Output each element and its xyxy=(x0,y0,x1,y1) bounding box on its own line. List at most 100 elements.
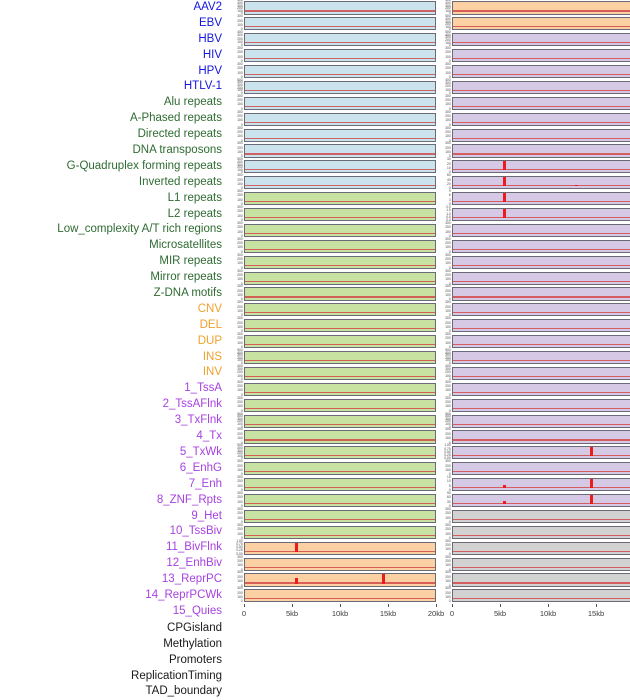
track-panel-b-alu-repeats[interactable] xyxy=(452,96,630,110)
track-panel-b-14-reprpcwk[interactable] xyxy=(452,589,630,603)
track-panel-b-a-phased-repeats[interactable] xyxy=(452,112,630,126)
signal-peak-1 xyxy=(590,495,594,505)
track-panel-a-9-het[interactable] xyxy=(244,509,436,523)
signal-baseline xyxy=(245,328,435,330)
track-panel-a-4-tx[interactable] xyxy=(244,430,436,444)
signal-baseline xyxy=(453,455,630,457)
y-axis-ticks-a-33: 300 200 100 0 xyxy=(237,507,243,525)
track-panel-b-dna-transposons[interactable] xyxy=(452,144,630,158)
track-panel-b-aav2[interactable] xyxy=(452,1,630,15)
signal-baseline xyxy=(453,169,630,171)
track-panel-b-3-txflnk[interactable] xyxy=(452,414,630,428)
track-panel-a-ins[interactable] xyxy=(244,350,436,365)
track-panel-b-mirror-repeats[interactable] xyxy=(452,271,630,285)
track-panel-b-mir-repeats[interactable] xyxy=(452,255,630,269)
track-panel-a-hbv[interactable] xyxy=(244,33,436,47)
track-panel-a-cnv[interactable] xyxy=(244,303,436,317)
track-panel-b-10-tssbiv[interactable] xyxy=(452,525,630,539)
track-panel-a-13-reprpc[interactable] xyxy=(244,573,436,587)
track-panel-a-inverted-repeats[interactable] xyxy=(244,176,436,190)
track-panel-a-hiv[interactable] xyxy=(244,49,436,63)
track-panel-b-5-txwk[interactable] xyxy=(452,446,630,460)
track-panel-a-10-tssbiv[interactable] xyxy=(244,525,436,539)
track-panel-a-g-quadruplex-forming-repeats[interactable] xyxy=(244,160,436,174)
track-panel-a-a-phased-repeats[interactable] xyxy=(244,112,436,126)
track-panel-a-11-bivflnk[interactable] xyxy=(244,541,436,555)
track-panel-a-ebv[interactable] xyxy=(244,17,436,31)
track-panel-b-1-tssa[interactable] xyxy=(452,382,630,396)
track-label-dna-transposons: DNA transposons xyxy=(132,144,223,157)
track-panel-b-11-bivflnk[interactable] xyxy=(452,541,630,555)
y-axis-ticks-a-29: 500 400 300 200 100 0 xyxy=(237,443,243,461)
track-panel-a-z-dna-motifs[interactable] xyxy=(244,287,436,301)
track-label-microsatellites: Microsatellites xyxy=(149,239,222,252)
signal-baseline xyxy=(245,10,435,12)
track-panel-b-7-enh[interactable] xyxy=(452,478,630,492)
track-panel-b-l1-repeats[interactable] xyxy=(452,192,630,206)
track-panel-b-inv[interactable] xyxy=(452,366,630,380)
track-panel-a-7-enh[interactable] xyxy=(244,478,436,492)
track-panel-a-8-znf-rpts[interactable] xyxy=(244,494,436,508)
track-panel-a-mir-repeats[interactable] xyxy=(244,255,436,269)
track-panel-b-z-dna-motifs[interactable] xyxy=(452,287,630,301)
track-panel-b-inverted-repeats[interactable] xyxy=(452,176,630,190)
track-panel-a-6-enhg[interactable] xyxy=(244,462,436,476)
track-panel-b-13-reprpc[interactable] xyxy=(452,573,630,587)
track-panel-b-ins[interactable] xyxy=(452,350,630,365)
track-panel-a-low-complexity-a-t-rich-regions[interactable] xyxy=(244,223,436,237)
track-panel-a-5-txwk[interactable] xyxy=(244,446,436,460)
track-panel-b-4-tx[interactable] xyxy=(452,430,630,444)
track-panel-b-9-het[interactable] xyxy=(452,509,630,523)
signal-baseline xyxy=(453,360,630,362)
track-panel-a-directed-repeats[interactable] xyxy=(244,128,436,142)
track-panel-a-14-reprpcwk[interactable] xyxy=(244,589,436,603)
track-panel-a-del[interactable] xyxy=(244,319,436,333)
signal-baseline xyxy=(453,582,630,584)
y-axis-ticks-a-28: 300 200 100 0 xyxy=(237,427,243,445)
track-panel-a-l1-repeats[interactable] xyxy=(244,192,436,206)
track-panel-a-aav2[interactable] xyxy=(244,1,436,15)
signal-baseline xyxy=(453,216,630,219)
y-axis-ticks-b-3: 500 400 300 200 100 0 xyxy=(445,30,451,48)
track-panel-a-alu-repeats[interactable] xyxy=(244,96,436,110)
track-panel-a-hpv[interactable] xyxy=(244,64,436,79)
y-axis-ticks-b-27: 500 400 300 200 100 0 xyxy=(445,411,451,429)
track-panel-b-hpv[interactable] xyxy=(452,64,630,79)
track-panel-a-microsatellites[interactable] xyxy=(244,239,436,253)
track-panel-b-directed-repeats[interactable] xyxy=(452,128,630,142)
y-axis-ticks-b-7: 300 200 100 0 xyxy=(445,93,451,111)
track-panel-b-ebv[interactable] xyxy=(452,17,630,31)
track-panel-b-htlv-1[interactable] xyxy=(452,80,630,94)
signal-baseline xyxy=(453,105,630,107)
track-label-l1-repeats: L1 repeats xyxy=(167,191,222,204)
y-axis-ticks-a-13: 300 200 100 0 xyxy=(237,189,243,207)
track-panel-b-2-tssaflnk[interactable] xyxy=(452,398,630,412)
track-panel-a-mirror-repeats[interactable] xyxy=(244,271,436,285)
track-panel-a-12-enhbiv[interactable] xyxy=(244,557,436,571)
signal-baseline xyxy=(245,439,435,441)
track-panel-b-8-znf-rpts[interactable] xyxy=(452,494,630,508)
track-panel-a-3-txflnk[interactable] xyxy=(244,414,436,428)
signal-baseline xyxy=(453,598,630,600)
track-panel-b-del[interactable] xyxy=(452,319,630,333)
track-panel-b-l2-repeats[interactable] xyxy=(452,207,630,222)
track-panel-a-2-tssaflnk[interactable] xyxy=(244,398,436,412)
track-panel-b-dup[interactable] xyxy=(452,335,630,349)
track-panel-a-dup[interactable] xyxy=(244,335,436,349)
track-panel-b-6-enhg[interactable] xyxy=(452,462,630,476)
track-panel-a-1-tssa[interactable] xyxy=(244,382,436,396)
track-panel-a-htlv-1[interactable] xyxy=(244,80,436,94)
track-label-4-tx: 4_Tx xyxy=(196,430,222,443)
track-panel-b-hiv[interactable] xyxy=(452,49,630,63)
track-panel-b-cnv[interactable] xyxy=(452,303,630,317)
track-panel-b-hbv[interactable] xyxy=(452,33,630,47)
track-panel-b-12-enhbiv[interactable] xyxy=(452,557,630,571)
track-panel-a-inv[interactable] xyxy=(244,366,436,380)
track-figure: AAV2 EBV HBV HIV HPV HTLV-1 Alu repeats A-Phase… xyxy=(57,0,630,697)
track-panel-a-l2-repeats[interactable] xyxy=(244,207,436,222)
track-panel-b-microsatellites[interactable] xyxy=(452,239,630,253)
track-panel-b-g-quadruplex-forming-repeats[interactable] xyxy=(452,160,630,174)
y-axis-ticks-a-6: 500 400 300 200 100 0 xyxy=(237,78,243,96)
track-panel-b-low-complexity-a-t-rich-regions[interactable] xyxy=(452,223,630,237)
track-panel-a-dna-transposons[interactable] xyxy=(244,144,436,158)
